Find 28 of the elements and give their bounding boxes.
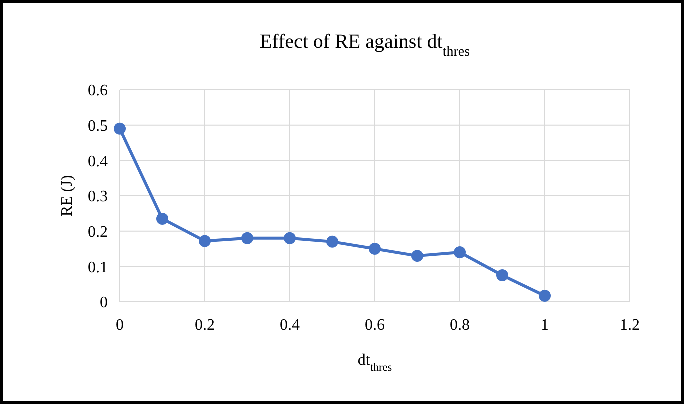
x-tick-label: 1 xyxy=(541,317,549,334)
point xyxy=(496,270,508,282)
x-tick-label: 0.2 xyxy=(195,317,215,334)
x-tick-label: 0 xyxy=(116,317,124,334)
point xyxy=(326,236,338,248)
x-tick-label: 0.4 xyxy=(280,317,300,334)
x-tick-label: 0.8 xyxy=(450,317,470,334)
y-axis-title: RE (J) xyxy=(59,175,76,217)
x-tick-label: 1.2 xyxy=(620,317,640,334)
y-tick-label: 0.6 xyxy=(88,82,108,100)
y-tick-label: 0.1 xyxy=(88,259,108,276)
y-tick-label: 0 xyxy=(100,294,108,312)
point xyxy=(199,235,211,248)
point xyxy=(412,250,424,262)
x-axis-title: dt$_{thres}$ xyxy=(358,352,392,374)
point xyxy=(539,290,551,302)
point xyxy=(114,122,126,135)
point xyxy=(369,243,381,255)
point xyxy=(454,246,466,259)
y-tick-label: 0.3 xyxy=(88,188,108,206)
y-tick-label: 0.2 xyxy=(88,224,108,241)
x-tick-label: 0.6 xyxy=(365,317,385,334)
y-tick-label: 0.4 xyxy=(88,153,108,170)
point xyxy=(242,232,254,244)
point xyxy=(284,232,296,244)
y-tick-label: 0.5 xyxy=(88,118,108,135)
chart-title: Effect of RE against dt$_{thres}$ xyxy=(260,31,470,60)
point xyxy=(156,212,168,225)
